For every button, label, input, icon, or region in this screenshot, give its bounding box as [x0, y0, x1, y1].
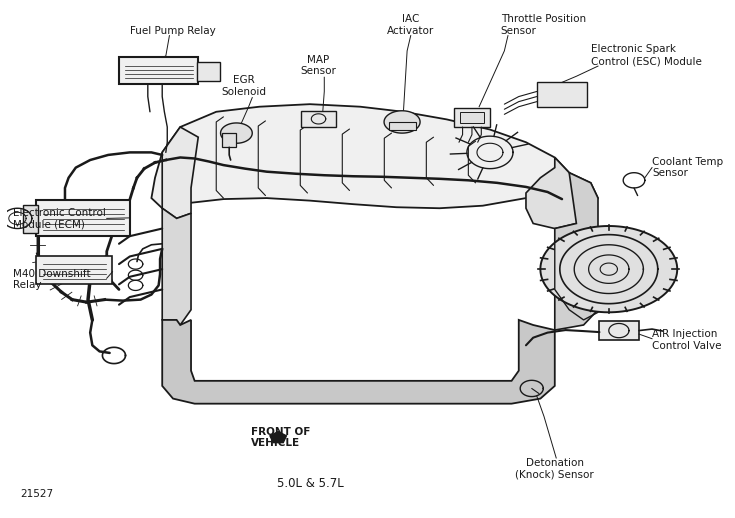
Polygon shape [151, 104, 569, 208]
Text: EGR
Solenoid: EGR Solenoid [221, 75, 266, 96]
Text: Coolant Temp
Sensor: Coolant Temp Sensor [652, 157, 723, 178]
Text: M40 Downshift
Relay: M40 Downshift Relay [13, 268, 90, 290]
Text: Electronic Spark
Control (ESC) Module: Electronic Spark Control (ESC) Module [591, 45, 702, 66]
Text: Electronic Control
Module (ECM): Electronic Control Module (ECM) [13, 208, 106, 229]
Text: 5.0L & 5.7L: 5.0L & 5.7L [276, 477, 343, 490]
Polygon shape [162, 320, 555, 404]
Bar [222, 133, 237, 147]
Text: MAP
Sensor: MAP Sensor [301, 55, 337, 76]
Bar [600, 321, 639, 340]
Polygon shape [526, 157, 598, 228]
Bar [24, 205, 37, 233]
Text: Throttle Position
Sensor: Throttle Position Sensor [501, 14, 586, 36]
Bar [36, 256, 112, 284]
Text: Fuel Pump Relay: Fuel Pump Relay [130, 25, 216, 36]
Polygon shape [540, 226, 677, 312]
Polygon shape [384, 111, 420, 133]
Text: IAC
Activator: IAC Activator [387, 14, 434, 36]
Bar [197, 62, 220, 81]
Text: Detonation
(Knock) Sensor: Detonation (Knock) Sensor [515, 458, 594, 480]
Polygon shape [162, 208, 191, 325]
Bar [119, 57, 198, 84]
Bar [459, 112, 484, 123]
Polygon shape [555, 172, 598, 330]
Bar [301, 111, 336, 127]
Text: FRONT OF
VEHICLE: FRONT OF VEHICLE [251, 427, 310, 449]
Polygon shape [162, 127, 198, 219]
Bar [36, 199, 130, 236]
Text: AIR Injection
Control Valve: AIR Injection Control Valve [652, 329, 722, 351]
Bar [454, 108, 490, 127]
Bar [537, 82, 587, 107]
Text: 21527: 21527 [21, 488, 54, 498]
Polygon shape [220, 123, 252, 143]
Bar [389, 122, 417, 130]
